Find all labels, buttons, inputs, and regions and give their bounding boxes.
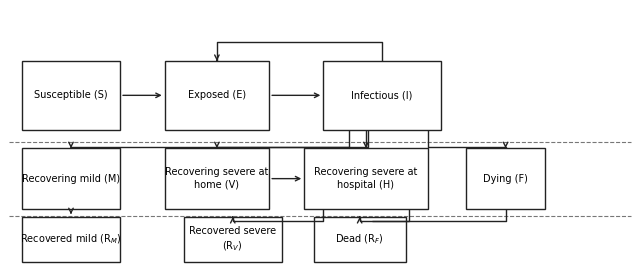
Text: Dead (R$_F$): Dead (R$_F$) xyxy=(335,233,384,246)
Text: Recovering severe at
home (V): Recovering severe at home (V) xyxy=(165,167,269,190)
Text: Recovered mild (R$_M$): Recovered mild (R$_M$) xyxy=(20,233,122,246)
Text: Infectious (I): Infectious (I) xyxy=(351,90,413,100)
FancyBboxPatch shape xyxy=(314,217,406,262)
FancyBboxPatch shape xyxy=(164,61,269,130)
Text: Dying (F): Dying (F) xyxy=(483,174,528,184)
FancyBboxPatch shape xyxy=(22,148,120,209)
Text: Exposed (E): Exposed (E) xyxy=(188,90,246,100)
Text: Susceptible (S): Susceptible (S) xyxy=(34,90,108,100)
Text: Recovering mild (M): Recovering mild (M) xyxy=(22,174,120,184)
FancyBboxPatch shape xyxy=(22,61,120,130)
FancyBboxPatch shape xyxy=(22,217,120,262)
Text: Recovering severe at
hospital (H): Recovering severe at hospital (H) xyxy=(314,167,418,190)
Text: Recovered severe
(R$_V$): Recovered severe (R$_V$) xyxy=(189,226,276,253)
FancyBboxPatch shape xyxy=(164,148,269,209)
FancyBboxPatch shape xyxy=(323,61,440,130)
FancyBboxPatch shape xyxy=(466,148,545,209)
FancyBboxPatch shape xyxy=(184,217,282,262)
FancyBboxPatch shape xyxy=(304,148,428,209)
